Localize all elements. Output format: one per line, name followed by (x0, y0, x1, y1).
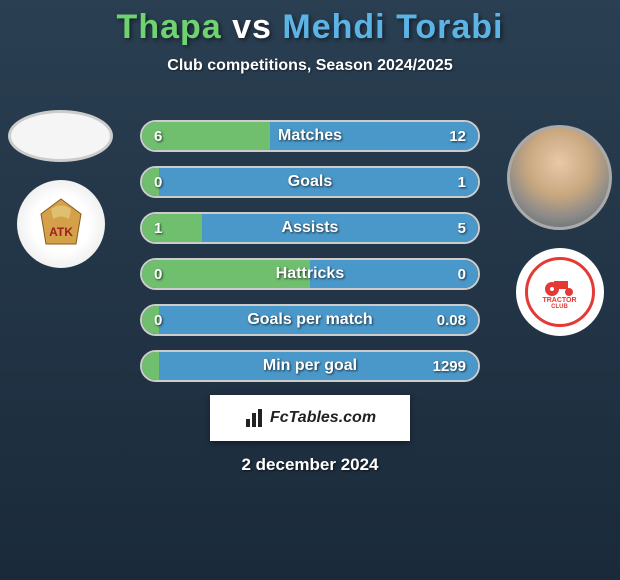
stat-value-right: 5 (458, 214, 466, 242)
player-left-club-badge: ATK (17, 180, 105, 268)
stat-row: Hattricks0 0 (140, 258, 480, 290)
stat-label: Goals per match (142, 306, 478, 334)
chart-icon (244, 407, 266, 429)
title-left-name: Thapa (117, 8, 222, 46)
stat-label: Assists (142, 214, 478, 242)
stat-label: Min per goal (142, 352, 478, 380)
stat-row: Min per goal1299 (140, 350, 480, 382)
club-badge-left-icon: ATK (31, 194, 91, 254)
date-text: 2 december 2024 (0, 455, 620, 475)
player-left-column: ATK (8, 110, 113, 268)
stat-value-right: 12 (449, 122, 466, 150)
stat-row: Assists1 5 (140, 212, 480, 244)
stats-container: Matches612Goals01Assists15Hattricks00Goa… (140, 120, 480, 396)
stat-label: Goals (142, 168, 478, 196)
stat-value-right: 1 (458, 168, 466, 196)
player-left-photo (8, 110, 113, 162)
title-vs: vs (232, 8, 272, 46)
stat-value-right: 1299 (433, 352, 466, 380)
player-right-column: TRACTOR CLUB (507, 125, 612, 336)
player-right-club-badge: TRACTOR CLUB (516, 248, 604, 336)
stat-value-left: 0 (154, 260, 162, 288)
subtitle: Club competitions, Season 2024/2025 (0, 57, 620, 75)
stat-value-right: 0.08 (437, 306, 466, 334)
player-right-photo (507, 125, 612, 230)
stat-value-left: 0 (154, 306, 162, 334)
stat-label: Hattricks (142, 260, 478, 288)
watermark: FcTables.com (210, 395, 410, 441)
stat-row: Matches6 12 (140, 120, 480, 152)
stat-label: Matches (142, 122, 478, 150)
club-right-label: TRACTOR (542, 297, 576, 304)
club-badge-right-icon: TRACTOR CLUB (525, 257, 595, 327)
page-title: Thapa vs Mehdi Torabi (0, 0, 620, 47)
stat-row: Goals0 1 (140, 166, 480, 198)
stat-row: Goals per match0 0.08 (140, 304, 480, 336)
svg-text:ATK: ATK (49, 225, 73, 239)
stat-value-right: 0 (458, 260, 466, 288)
title-right-name: Mehdi Torabi (282, 8, 503, 46)
stat-value-left: 6 (154, 122, 162, 150)
club-right-sublabel: CLUB (551, 304, 568, 310)
stat-value-left: 0 (154, 168, 162, 196)
watermark-text: FcTables.com (270, 409, 376, 427)
stat-value-left: 1 (154, 214, 162, 242)
